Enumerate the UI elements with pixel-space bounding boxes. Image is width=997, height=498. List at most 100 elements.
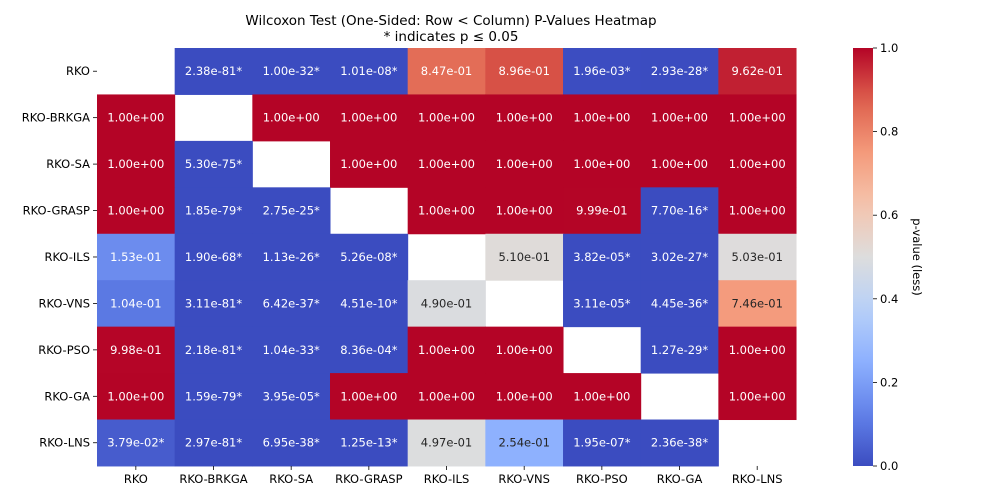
heatmap-cell	[563, 140, 642, 188]
cell-value-label: 6.42e-37*	[263, 296, 320, 310]
heatmap-cell	[718, 140, 797, 188]
cell-value-label: 1.00e-32*	[263, 64, 320, 78]
row-tick-label: RKO	[66, 64, 90, 78]
cell-value-label: 9.99e-01	[576, 204, 627, 218]
heatmap-cell	[407, 48, 486, 95]
heatmap-cell	[97, 140, 176, 188]
row-labels: RKO RKO-BRKGA RKO-SA RKO-GRASP RKO-ILS RKO-VN…	[22, 64, 97, 450]
heatmap-cell	[718, 373, 797, 421]
heatmap-cell	[563, 280, 642, 328]
cell-value-label: 1.00e+00	[340, 111, 397, 125]
heatmap-cell	[252, 326, 331, 374]
cell-value-label: 1.00e+00	[418, 389, 475, 403]
cell-value-label: 5.26e-08*	[340, 250, 397, 264]
cell-value-label: 1.53e-01	[110, 250, 161, 264]
colorbar-label: p-value (less)	[910, 218, 924, 295]
cell-value-label: 3.11e-81*	[185, 296, 242, 310]
cell-value-label: 4.90e-01	[421, 296, 472, 310]
cell-value-label: 1.00e+00	[107, 157, 164, 171]
row-tick-label: RKO-GA	[44, 389, 90, 403]
heatmap-cell	[718, 48, 797, 95]
cell-value-label: 1.00e+00	[496, 111, 553, 125]
heatmap-cell	[330, 419, 409, 467]
cell-value-label: 1.25e-13*	[340, 436, 397, 450]
heatmap-cell	[252, 233, 331, 281]
heatmap-cell	[718, 280, 797, 328]
heatmap-cell	[174, 48, 253, 95]
heatmap-cell	[407, 140, 486, 188]
cell-value-label: 8.36e-04*	[340, 343, 397, 357]
cell-value-label: 1.00e+00	[107, 389, 164, 403]
colorbar-tick-label: 0.2	[880, 375, 898, 389]
heatmap-cell	[330, 233, 409, 281]
heatmap-cell	[252, 419, 331, 467]
heatmap-cell	[485, 419, 564, 467]
heatmap-cell	[640, 280, 719, 328]
column-tick-label: RKO-PSO	[576, 472, 628, 486]
heatmap-cell	[97, 373, 176, 421]
heatmap-cell	[718, 233, 797, 281]
cell-value-label: 1.00e+00	[573, 389, 630, 403]
heatmap-cell	[485, 140, 564, 188]
heatmap-cell	[330, 140, 409, 188]
cell-value-label: 1.04e-01	[110, 296, 161, 310]
cell-value-label: 3.79e-02*	[107, 436, 164, 450]
heatmap-cell	[718, 94, 797, 142]
heatmap-cell	[97, 94, 176, 142]
column-tick-label: RKO-LNS	[732, 472, 783, 486]
heatmap-cell	[640, 419, 719, 467]
heatmap-cell	[485, 48, 564, 95]
heatmap-cell	[640, 140, 719, 188]
heatmap-cell	[330, 48, 409, 95]
heatmap-cell	[485, 233, 564, 281]
colorbar: 0.0 0.2 0.4 0.6 0.8 1.0 p-value (less)	[853, 41, 924, 473]
cell-value-label: 1.00e+00	[651, 111, 708, 125]
heatmap-cell	[330, 373, 409, 421]
heatmap-cell	[485, 373, 564, 421]
cell-value-label: 2.75e-25*	[263, 204, 320, 218]
row-tick-label: RKO-SA	[46, 157, 90, 171]
cell-value-label: 2.18e-81*	[185, 343, 242, 357]
row-tick-label: RKO-PSO	[38, 343, 90, 357]
heatmap-cell	[97, 233, 176, 281]
heatmap-cell	[407, 94, 486, 142]
row-tick-label: RKO-ILS	[44, 250, 90, 264]
cell-value-label: 1.00e+00	[418, 157, 475, 171]
column-tick-label: RKO-GRASP	[335, 472, 402, 486]
cell-value-label: 2.54e-01	[498, 436, 549, 450]
cell-value-label: 1.00e+00	[496, 343, 553, 357]
cell-value-label: 1.13e-26*	[263, 250, 320, 264]
cell-value-label: 3.11e-05*	[573, 296, 630, 310]
cell-value-label: 1.00e+00	[418, 204, 475, 218]
colorbar-tick-label: 0.6	[880, 208, 898, 222]
heatmap-cell	[485, 94, 564, 142]
cell-value-label: 1.00e+00	[107, 204, 164, 218]
cell-value-label: 1.00e+00	[418, 343, 475, 357]
heatmap-cell	[407, 419, 486, 467]
cell-value-label: 1.85e-79*	[185, 204, 242, 218]
column-tick-label: RKO-ILS	[424, 472, 470, 486]
heatmap-cell	[563, 94, 642, 142]
cell-value-label: 1.95e-07*	[573, 436, 630, 450]
heatmap-cell	[407, 326, 486, 374]
cell-value-label: 9.62e-01	[731, 64, 782, 78]
row-tick-label: RKO-LNS	[39, 436, 90, 450]
heatmap-cell	[718, 187, 797, 235]
heatmap-cell	[407, 280, 486, 328]
chart-subtitle: * indicates p ≤ 0.05	[384, 29, 519, 45]
cell-value-label: 1.00e+00	[573, 157, 630, 171]
cell-value-label: 1.00e+00	[729, 157, 786, 171]
cell-value-label: 2.93e-28*	[651, 64, 708, 78]
heatmap-cell	[252, 280, 331, 328]
heatmap-cell	[718, 326, 797, 374]
cell-value-label: 1.00e+00	[729, 204, 786, 218]
heatmap-cell	[174, 419, 253, 467]
cell-value-label: 1.00e+00	[729, 111, 786, 125]
heatmap-cell	[97, 419, 176, 467]
cell-value-label: 7.46e-01	[731, 296, 782, 310]
heatmap-cell	[485, 326, 564, 374]
heatmap-cell	[174, 326, 253, 374]
heatmap-cell	[640, 187, 719, 235]
heatmap-cell	[97, 187, 176, 235]
